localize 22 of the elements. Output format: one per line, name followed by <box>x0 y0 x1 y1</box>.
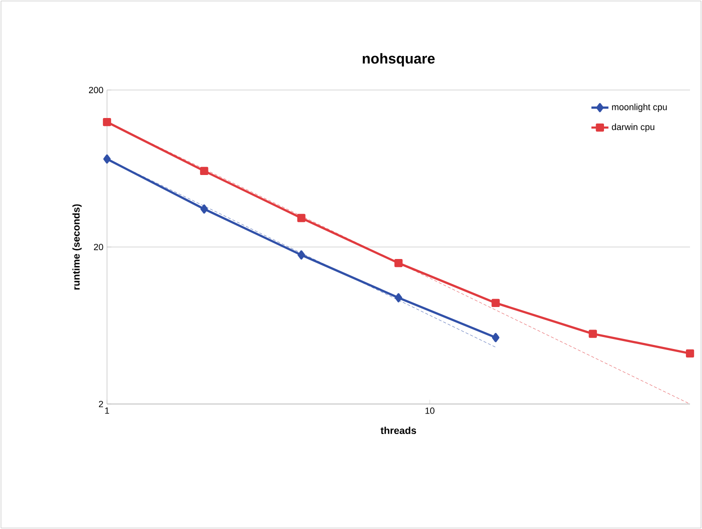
point <box>492 332 500 342</box>
point <box>686 349 694 358</box>
point <box>394 293 402 302</box>
y-tick-label: 2 <box>98 400 104 408</box>
point <box>298 250 306 260</box>
legend-label: darwin cpu <box>612 124 654 132</box>
x-tick-label: 10 <box>425 408 434 414</box>
point <box>103 154 111 164</box>
y-axis-title: runtime (seconds) <box>72 204 82 290</box>
point <box>492 298 500 308</box>
legend-label: moonlight cpu <box>612 104 667 112</box>
point <box>394 258 403 268</box>
point <box>102 118 112 126</box>
x-axis-title: threads <box>380 426 416 434</box>
y-tick-label: 200 <box>88 86 104 94</box>
point <box>200 204 208 214</box>
point <box>200 166 208 176</box>
y-tick-label: 20 <box>94 244 104 250</box>
point <box>297 214 306 222</box>
chart-title: nohsquare <box>362 53 435 67</box>
x-tick-label: 1 <box>105 408 110 414</box>
point <box>588 330 597 338</box>
